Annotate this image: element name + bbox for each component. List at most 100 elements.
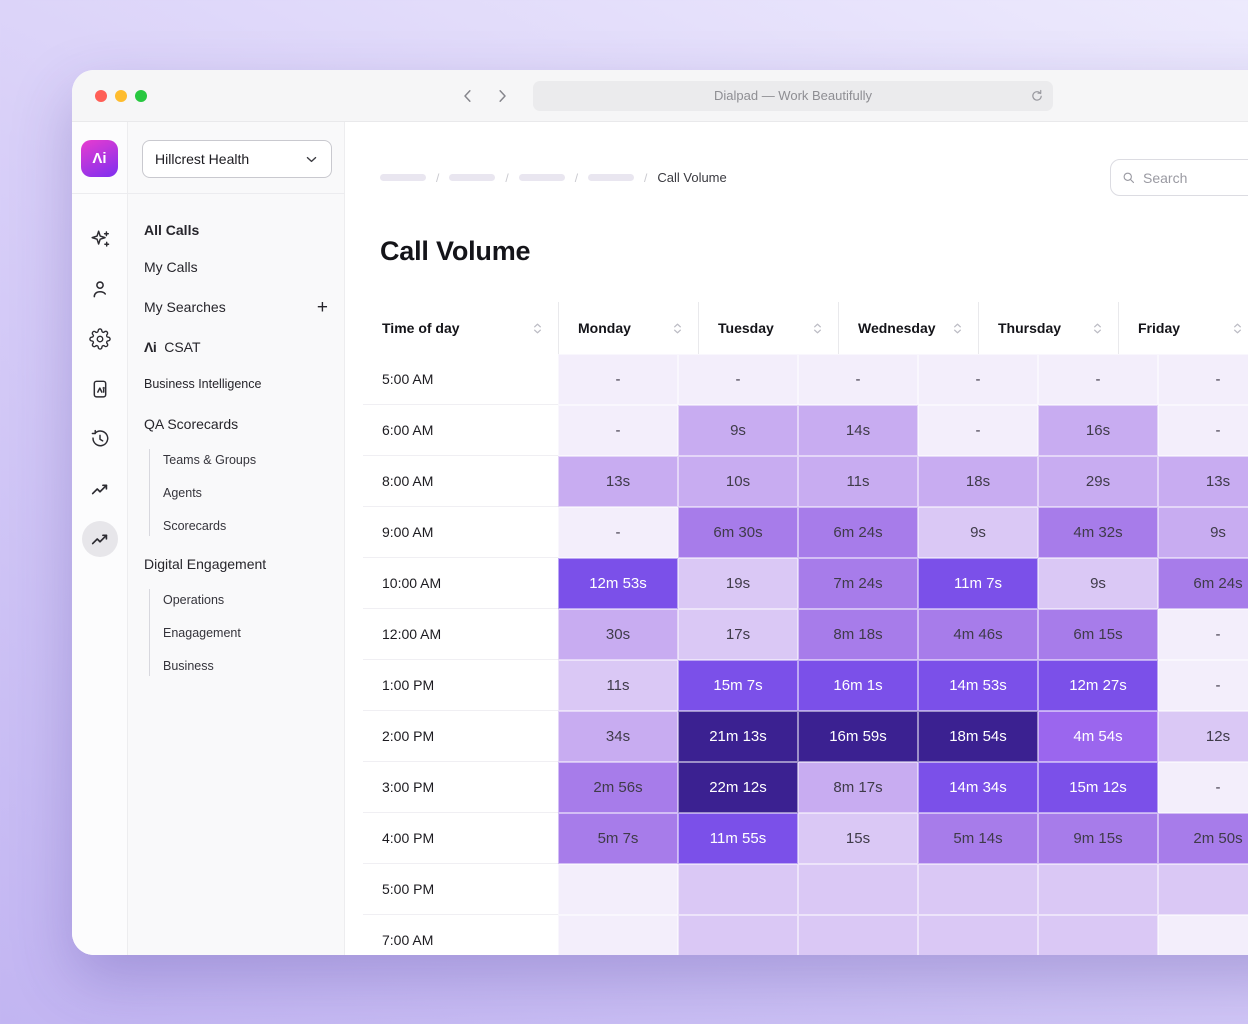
minimize-window-icon[interactable] (115, 89, 127, 102)
table-row: 3:00 PM 2m 56s 22m 12s 8m 17s 14m 34s 15m 12s… (363, 762, 1248, 813)
breadcrumb-placeholder (518, 174, 565, 181)
rail-button-2[interactable] (82, 271, 118, 307)
sort-icon (1094, 323, 1101, 333)
table-row: 7:00 AM (363, 915, 1248, 955)
zoom-window-icon[interactable] (135, 89, 147, 102)
sort-icon (674, 323, 681, 333)
trend-up-icon (89, 478, 111, 500)
back-icon[interactable] (459, 87, 477, 105)
table-body: 5:00 AM - - - - - -6:00 AM -9s 14s -16s -8:00 AM 13… (363, 354, 1248, 955)
breadcrumb-separator: / (644, 170, 648, 185)
forward-icon[interactable] (493, 87, 511, 105)
heatmap-cell: 21m 13s (678, 711, 798, 762)
sidebar-item-all-calls[interactable]: All Calls (144, 218, 332, 242)
heatmap-cell: 9s (1038, 558, 1158, 609)
clipboard-ai-icon (89, 378, 111, 400)
heatmap-cell: - (918, 354, 1038, 405)
address-bar[interactable]: Dialpad — Work Beautifully (533, 80, 1053, 111)
heatmap-cell: - (1038, 354, 1158, 405)
table-row: 10:00 AM 12m 53s 19s 7m 24s 11m 7s 9s 6m 24s (363, 558, 1248, 609)
dialpad-ai-logo[interactable]: Ʌi (81, 140, 118, 177)
heatmap-cell: 4m 32s (1038, 507, 1158, 558)
rail-button-6[interactable] (82, 471, 118, 507)
heatmap-cell (1158, 915, 1248, 955)
rail-button-5[interactable] (82, 421, 118, 457)
table-row: 9:00 AM -6m 30s 6m 24s 9s 4m 32s 9s (363, 507, 1248, 558)
time-of-day-cell: 6:00 AM (363, 405, 558, 456)
column-header-tuesday[interactable]: Tuesday (698, 302, 838, 354)
heatmap-cell: 11m 7s (918, 558, 1038, 609)
sidebar-item-label: CSAT (164, 339, 201, 355)
sidebar-item-label: QA Scorecards (144, 416, 239, 432)
org-selector-label: Hillcrest Health (155, 151, 250, 167)
heatmap-cell: 22m 12s (678, 762, 798, 813)
heatmap-cell: 2m 50s (1158, 813, 1248, 864)
column-header-monday[interactable]: Monday (558, 302, 698, 354)
sidebar-top-divider (72, 193, 345, 194)
heatmap-cell: 13s (558, 456, 678, 507)
breadcrumb-separator: / (505, 170, 509, 185)
breadcrumb-current[interactable]: Call Volume (657, 170, 727, 185)
heatmap-cell: 34s (558, 711, 678, 762)
column-header-time-of-day[interactable]: Time of day (363, 302, 558, 354)
sidebar-item-digital-engagement[interactable]: Digital Engagement (144, 552, 332, 576)
rail-button-7[interactable] (81, 521, 118, 557)
sidebar-item-qa-scorecards[interactable]: QA Scorecards (144, 412, 332, 436)
sidebar-item-my-calls[interactable]: My Calls (144, 255, 332, 279)
heatmap-cell: 15m 7s (678, 660, 798, 711)
time-of-day-cell: 3:00 PM (363, 762, 558, 813)
rail-button-1[interactable] (82, 221, 118, 257)
heatmap-cell (558, 864, 678, 915)
time-of-day-cell: 9:00 AM (363, 507, 558, 558)
table-row: 6:00 AM -9s 14s -16s - (363, 405, 1248, 456)
time-of-day-cell: 10:00 AM (363, 558, 558, 609)
sidebar-item-my-searches[interactable]: My Searches + (144, 295, 332, 319)
heatmap-cell: - (558, 405, 678, 456)
search-input[interactable] (1143, 169, 1248, 186)
sidebar-subitem-business[interactable]: Business (163, 658, 214, 673)
heatmap-cell (798, 864, 918, 915)
heatmap-cell: 14s (798, 405, 918, 456)
heatmap-cell: 14m 34s (918, 762, 1038, 813)
time-of-day-cell: 1:00 PM (363, 660, 558, 711)
close-window-icon[interactable] (95, 89, 107, 102)
rail-button-4[interactable] (82, 371, 118, 407)
sidebar-item-label: Digital Engagement (144, 556, 267, 572)
sparkles-icon (89, 228, 111, 250)
table-header-row: Time of day Monday Tuesday Wednesday Thursda… (363, 302, 1248, 354)
heatmap-cell: 10s (678, 456, 798, 507)
app-window: Dialpad — Work Beautifully Ʌi Hillcrest … (72, 70, 1248, 955)
heatmap-cell: 9s (1158, 507, 1248, 558)
column-header-thursday[interactable]: Thursday (978, 302, 1118, 354)
heatmap-cell: 6m 15s (1038, 609, 1158, 660)
trend-up-icon (89, 528, 111, 550)
sidebar-item-csat[interactable]: Ʌi CSAT (144, 335, 332, 359)
column-header-label: Thursday (998, 320, 1062, 336)
time-of-day-cell: 2:00 PM (363, 711, 558, 762)
breadcrumb-separator: / (574, 170, 579, 185)
reload-icon[interactable] (1029, 88, 1045, 104)
sidebar-subitem-teams-groups[interactable]: Teams & Groups (163, 452, 257, 467)
heatmap-cell: 8m 18s (798, 609, 918, 660)
sidebar-subitem-agents[interactable]: Agents (163, 485, 202, 500)
column-header-friday[interactable]: Friday (1118, 302, 1248, 354)
history-icon (89, 428, 111, 450)
search-box[interactable] (1110, 159, 1248, 196)
column-header-wednesday[interactable]: Wednesday (838, 302, 978, 354)
heatmap-cell: 17s (678, 609, 798, 660)
heatmap-cell: 16s (1038, 405, 1158, 456)
heatmap-cell: 11s (798, 456, 918, 507)
sidebar-subitem-enagagement[interactable]: Enagagement (163, 625, 241, 640)
sidebar-item-business-intelligence[interactable]: Business Intelligence (144, 372, 332, 396)
column-header-label: Friday (1138, 320, 1181, 336)
sidebar-subitem-operations[interactable]: Operations (163, 592, 225, 607)
heatmap-cell (1038, 915, 1158, 955)
rail-button-3[interactable] (82, 321, 118, 357)
add-search-button[interactable]: + (316, 296, 328, 318)
breadcrumb-placeholder (588, 174, 635, 181)
org-selector-dropdown[interactable]: Hillcrest Health (142, 140, 332, 178)
sort-icon (1234, 323, 1241, 333)
sidebar-subitem-scorecards[interactable]: Scorecards (163, 518, 227, 533)
heatmap-cell: - (558, 507, 678, 558)
table-row: 1:00 PM 11s 15m 7s 16m 1s 14m 53s 12m 27s - (363, 660, 1248, 711)
